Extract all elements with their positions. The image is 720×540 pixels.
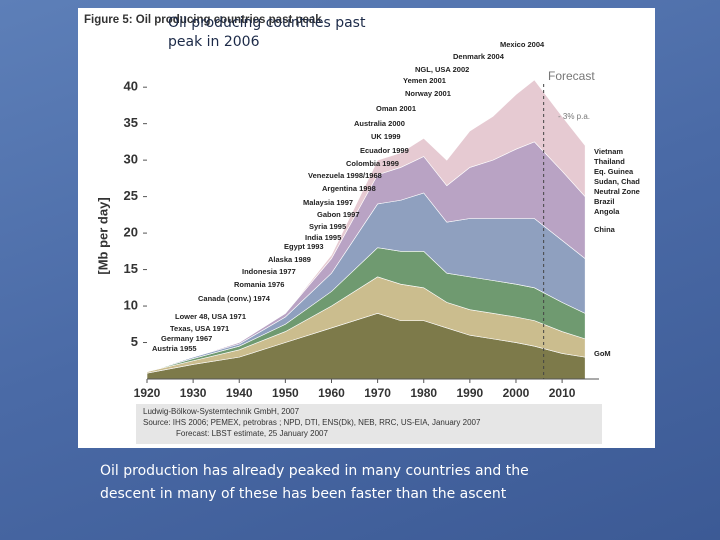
- y-tick-label: 10: [124, 297, 138, 312]
- forecast-label: Forecast: [548, 69, 595, 83]
- peak-label: Indonesia 1977: [242, 267, 296, 276]
- y-tick-label: 5: [131, 334, 138, 349]
- peak-label: Alaska 1989: [268, 255, 311, 264]
- right-label: Vietnam: [594, 147, 623, 156]
- right-label: China: [594, 225, 616, 234]
- x-tick-label: 1920: [134, 386, 161, 400]
- peak-label: Venezuela 1998/1968: [308, 171, 382, 180]
- y-axis-label: [Mb per day]: [95, 197, 110, 274]
- slide-caption: Oil production has already peaked in man…: [100, 463, 529, 502]
- right-label: Thailand: [594, 157, 625, 166]
- y-tick-label: 40: [124, 79, 138, 94]
- y-tick-label: 15: [124, 261, 138, 276]
- peak-label: Germany 1967: [161, 334, 212, 343]
- x-tick-label: 2010: [549, 386, 576, 400]
- y-tick-label: 35: [124, 115, 138, 130]
- source-line: Source: IHS 2006; PEMEX, petrobras ; NPD…: [143, 418, 481, 427]
- y-tick-label: 25: [124, 188, 138, 203]
- peak-label: Malaysia 1997: [303, 198, 353, 207]
- peak-label: Egypt 1993: [284, 242, 324, 251]
- peak-label: Ecuador 1999: [360, 146, 409, 155]
- right-label: GoM: [594, 349, 611, 358]
- x-tick-label: 2000: [503, 386, 530, 400]
- x-tick-label: 1950: [272, 386, 299, 400]
- peak-label: Colombia 1999: [346, 159, 399, 168]
- x-tick-label: 1990: [457, 386, 484, 400]
- peak-label: UK 1999: [371, 132, 401, 141]
- right-label: Sudan, Chad: [594, 177, 640, 186]
- peak-label: Yemen 2001: [403, 76, 446, 85]
- source-line: Forecast: LBST estimate, 25 January 2007: [176, 429, 328, 438]
- peak-label: Gabon 1997: [317, 210, 360, 219]
- peak-label: Oman 2001: [376, 104, 416, 113]
- x-tick-label: 1970: [364, 386, 391, 400]
- source-box: [136, 404, 602, 444]
- peak-label: Argentina 1998: [322, 184, 376, 193]
- peak-label: NGL, USA 2002: [415, 65, 469, 74]
- peak-label: Romania 1976: [234, 280, 284, 289]
- right-label: Angola: [594, 207, 620, 216]
- x-tick-label: 1930: [180, 386, 207, 400]
- peak-label: India 1995: [305, 233, 341, 242]
- peak-label: Texas, USA 1971: [170, 324, 229, 333]
- peak-label: Denmark 2004: [453, 52, 505, 61]
- peak-label: Norway 2001: [405, 89, 451, 98]
- peak-label: Canada (conv.) 1974: [198, 294, 271, 303]
- peak-label: Austria 1955: [152, 344, 197, 353]
- area-band: [146, 79, 586, 372]
- slide-heading: Oil producing countries past peak in 200…: [168, 15, 366, 50]
- peak-label: Lower 48, USA 1971: [175, 312, 246, 321]
- x-tick-label: 1980: [410, 386, 437, 400]
- chart-title: Figure 5: Oil producing countries past p…: [84, 14, 322, 26]
- peak-label: Australia 2000: [354, 119, 405, 128]
- y-tick-label: 20: [124, 225, 138, 240]
- x-tick-label: 1940: [226, 386, 253, 400]
- right-label: Brazil: [594, 197, 614, 206]
- x-tick-label: 1960: [318, 386, 345, 400]
- right-label: Eq. Guinea: [594, 167, 634, 176]
- forecast-rate: - 3% p.a.: [558, 112, 590, 121]
- right-label: Neutral Zone: [594, 187, 640, 196]
- peak-label: Mexico 2004: [500, 40, 545, 49]
- y-tick-label: 30: [124, 152, 138, 167]
- source-line: Ludwig-Bölkow-Systemtechnik GmbH, 2007: [143, 407, 300, 416]
- peak-label: Syria 1995: [309, 222, 346, 231]
